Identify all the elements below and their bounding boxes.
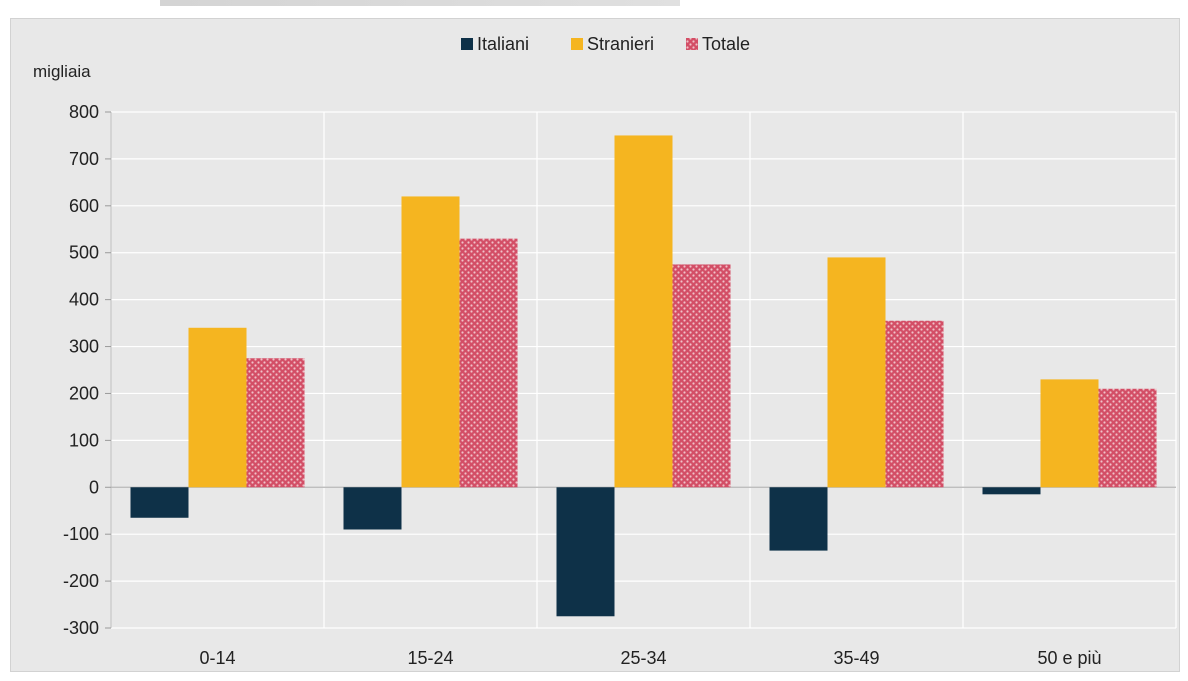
- legend-label-totale: Totale: [702, 34, 750, 54]
- y-tick-label: 0: [89, 477, 99, 497]
- bar-stranieri-1: [401, 196, 460, 488]
- header-strip: [160, 0, 680, 6]
- y-tick-label: 600: [69, 196, 99, 216]
- y-tick-label: -100: [63, 524, 99, 544]
- bar-totale-0: [246, 358, 305, 488]
- bars: [130, 135, 1157, 617]
- bar-totale-2: [672, 264, 731, 488]
- bar-totale-4: [1098, 388, 1157, 488]
- x-tick-label: 35-49: [833, 648, 879, 668]
- bar-italiani-4: [982, 487, 1041, 495]
- legend-swatch-italiani: [461, 38, 473, 50]
- y-tick-label: -300: [63, 618, 99, 638]
- x-tick-label: 15-24: [407, 648, 453, 668]
- bar-stranieri-2: [614, 135, 673, 488]
- bar-chart: Italiani Stranieri Totale migliaia 800 700 6…: [33, 34, 1177, 668]
- y-tick-label: 400: [69, 290, 99, 310]
- bar-italiani-1: [343, 487, 402, 530]
- legend: Italiani Stranieri Totale: [461, 34, 750, 54]
- y-tick-label: 300: [69, 337, 99, 357]
- bar-totale-1: [459, 238, 518, 488]
- y-axis-label: migliaia: [33, 62, 91, 81]
- bar-stranieri-3: [827, 257, 886, 488]
- y-tick-label: 500: [69, 243, 99, 263]
- x-tick-label: 25-34: [620, 648, 666, 668]
- x-tick-label: 0-14: [199, 648, 235, 668]
- x-ticks: 0-14 15-24 25-34 35-49 50 e più: [199, 648, 1101, 668]
- y-tick-label: 100: [69, 430, 99, 450]
- legend-swatch-totale: [686, 38, 698, 50]
- y-tick-label: -200: [63, 571, 99, 591]
- legend-swatch-stranieri: [571, 38, 583, 50]
- bar-stranieri-4: [1040, 379, 1099, 488]
- y-tick-label: 700: [69, 149, 99, 169]
- bar-italiani-0: [130, 487, 189, 518]
- chart-frame: Italiani Stranieri Totale migliaia 800 700 6…: [10, 18, 1180, 672]
- y-ticks: 800 700 600 500 400 300 200 100 0 -100 -200 -300: [63, 102, 111, 638]
- bar-italiani-2: [556, 487, 615, 617]
- x-tick-label: 50 e più: [1037, 648, 1101, 668]
- bar-stranieri-0: [188, 327, 247, 488]
- legend-label-stranieri: Stranieri: [587, 34, 654, 54]
- legend-label-italiani: Italiani: [477, 34, 529, 54]
- bar-italiani-3: [769, 487, 828, 551]
- y-tick-label: 200: [69, 383, 99, 403]
- bar-totale-3: [885, 320, 944, 488]
- y-tick-label: 800: [69, 102, 99, 122]
